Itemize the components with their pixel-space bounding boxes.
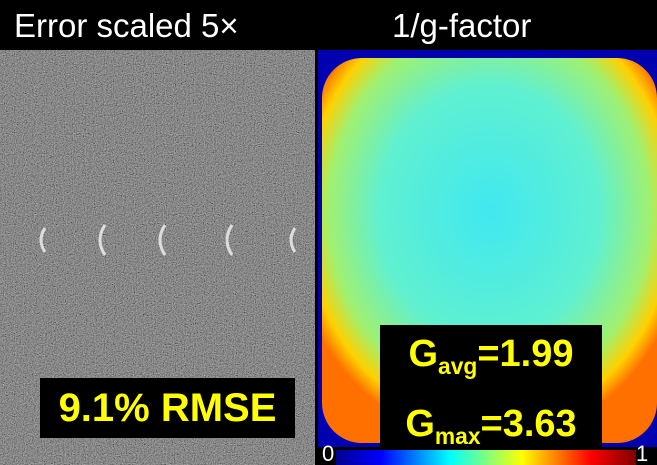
g-subscript: max <box>435 423 481 449</box>
figure: Error scaled 5× 1/g-factor 9.1% RMSE Gav… <box>0 0 657 465</box>
panel-title: 1/g-factor <box>392 6 531 46</box>
g-value: =1.99 <box>477 333 573 375</box>
colorbar-min: 0 <box>322 443 334 465</box>
g-max: Gmax=3.63 <box>380 395 602 465</box>
g-symbol: G <box>408 333 438 375</box>
g-subscript: avg <box>438 353 477 379</box>
colorbar-max: 1 <box>636 443 648 465</box>
panel-title: Error scaled 5× <box>14 6 239 46</box>
g-avg: Gavg=1.99 <box>380 325 602 395</box>
g-value: =3.63 <box>481 403 577 445</box>
rmse-label: 9.1% RMSE <box>40 378 295 438</box>
g-symbol: G <box>405 403 435 445</box>
g-stats: Gavg=1.99 Gmax=3.63 <box>380 325 602 447</box>
